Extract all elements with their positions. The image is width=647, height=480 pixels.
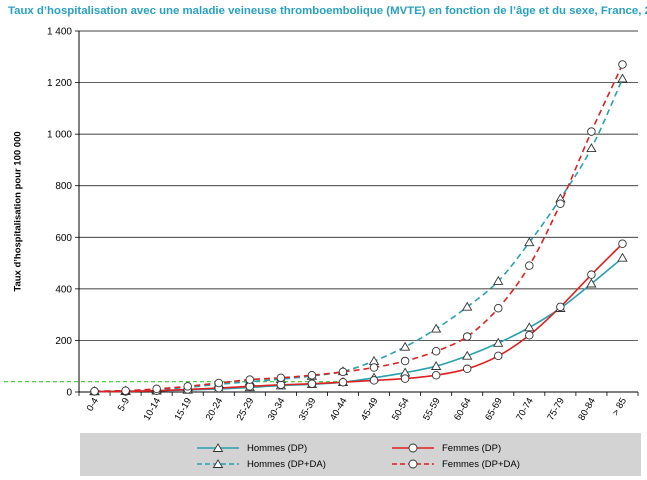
point-s0-17 — [617, 252, 628, 262]
x-tick-label-12: 60-64 — [452, 396, 474, 423]
legend-item-hommes-dpda: Hommes (DP+DA) — [195, 457, 326, 471]
point-s3-11 — [431, 347, 441, 356]
point-s3-2 — [152, 384, 161, 394]
legend-swatch-femmes-dpda — [392, 459, 434, 469]
series-line-0 — [94, 257, 624, 393]
point-s1-11 — [430, 323, 442, 333]
point-s1-13 — [493, 275, 504, 285]
point-s3-9 — [369, 363, 379, 372]
point-s0-12 — [462, 350, 473, 360]
x-tick-label-15: 75-79 — [545, 396, 567, 423]
legend-item-femmes-dpda: Femmes (DP+DA) — [390, 457, 520, 471]
y-tick-label-7: 1 400 — [47, 27, 72, 38]
x-tick-label-7: 35-39 — [297, 396, 319, 423]
point-s2-6 — [276, 380, 286, 390]
point-s2-8 — [338, 377, 348, 387]
x-tick-label-16: 80-84 — [576, 396, 598, 423]
point-s3-17 — [618, 60, 627, 69]
point-s2-12 — [462, 364, 472, 374]
legend-swatch-femmes-dp — [392, 443, 434, 453]
point-s0-11 — [430, 361, 442, 370]
point-s1-16 — [586, 143, 597, 153]
x-tick-label-3: 15-19 — [173, 396, 195, 423]
x-tick-label-5: 25-29 — [235, 396, 257, 423]
point-s2-11 — [431, 370, 441, 380]
point-s0-16 — [586, 278, 597, 288]
point-s0-13 — [493, 337, 504, 347]
y-tick-label-3: 600 — [55, 233, 72, 244]
y-tick-label-5: 1 000 — [47, 130, 72, 141]
x-tick-label-2: 10-14 — [142, 396, 164, 423]
series-line-1 — [94, 78, 624, 392]
point-s2-10 — [400, 374, 410, 383]
point-s1-14 — [524, 237, 535, 247]
legend-swatch-hommes-dpda — [197, 459, 239, 468]
point-s2-9 — [369, 376, 379, 385]
point-s2-14 — [525, 331, 534, 340]
point-s3-6 — [276, 373, 286, 383]
x-tick-label-14: 70-74 — [514, 396, 536, 423]
y-tick-label-1: 200 — [55, 336, 72, 347]
x-tick-label-17: > 85 — [610, 396, 629, 418]
point-s3-12 — [462, 332, 472, 341]
point-s3-7 — [307, 370, 317, 380]
point-s3-5 — [245, 375, 255, 384]
point-s2-13 — [494, 351, 503, 361]
line-chart: 0 200 400 600 800 1 000 1 200 1 400 0-4 5-9 10-14 1… — [4, 27, 639, 423]
point-s3-3 — [183, 382, 192, 391]
legend: Hommes (DP) Hommes (DP+DA) Femmes (DP) F… — [80, 433, 641, 476]
legend-swatch-hommes-dp — [197, 443, 239, 452]
point-s1-17 — [617, 73, 628, 83]
legend-item-femmes-dp: Femmes (DP) — [390, 441, 501, 455]
point-s3-15 — [556, 199, 565, 209]
legend-item-hommes-dp: Hommes (DP) — [195, 441, 307, 455]
x-tick-label-4: 20-24 — [204, 396, 226, 423]
point-s3-16 — [587, 127, 596, 136]
y-tick-label-0: 0 — [66, 388, 72, 399]
point-s3-4 — [214, 378, 223, 388]
point-s0-14 — [524, 322, 535, 332]
point-s2-7 — [307, 379, 317, 388]
point-s3-1 — [121, 386, 130, 395]
y-tick-label-6: 1 200 — [47, 78, 72, 89]
y-tick-label-4: 800 — [55, 181, 72, 192]
point-s3-13 — [494, 303, 503, 313]
x-tick-label-13: 65-69 — [483, 396, 505, 423]
point-s2-16 — [587, 270, 596, 279]
legend-label-femmes-dp: Femmes (DP) — [442, 442, 502, 454]
legend-label-femmes-dpda: Femmes (DP+DA) — [442, 458, 520, 470]
legend-label-hommes-dpda: Hommes (DP+DA) — [247, 458, 326, 470]
point-s3-0 — [90, 386, 99, 396]
legend-label-hommes-dp: Hommes (DP) — [247, 442, 308, 454]
x-tick-label-1: 5-9 — [116, 396, 132, 413]
x-tick-label-0: 0-4 — [85, 396, 101, 413]
point-s1-12 — [462, 301, 473, 311]
point-s2-17 — [618, 239, 627, 248]
x-tick-label-11: 55-59 — [421, 396, 443, 423]
x-tick-label-10: 50-54 — [390, 396, 412, 423]
series-line-3 — [94, 64, 624, 392]
x-tick-label-9: 45-49 — [359, 396, 381, 423]
x-tick-label-6: 30-34 — [266, 396, 288, 423]
x-tick-label-8: 40-44 — [328, 396, 350, 423]
point-s1-10 — [399, 341, 411, 351]
point-s3-8 — [338, 367, 348, 377]
chart-title: Taux d’hospitalisation avec une maladie … — [8, 5, 647, 17]
y-tick-label-2: 400 — [55, 284, 72, 295]
point-s3-14 — [525, 261, 534, 270]
point-s3-10 — [400, 356, 410, 366]
point-s2-15 — [556, 302, 565, 312]
